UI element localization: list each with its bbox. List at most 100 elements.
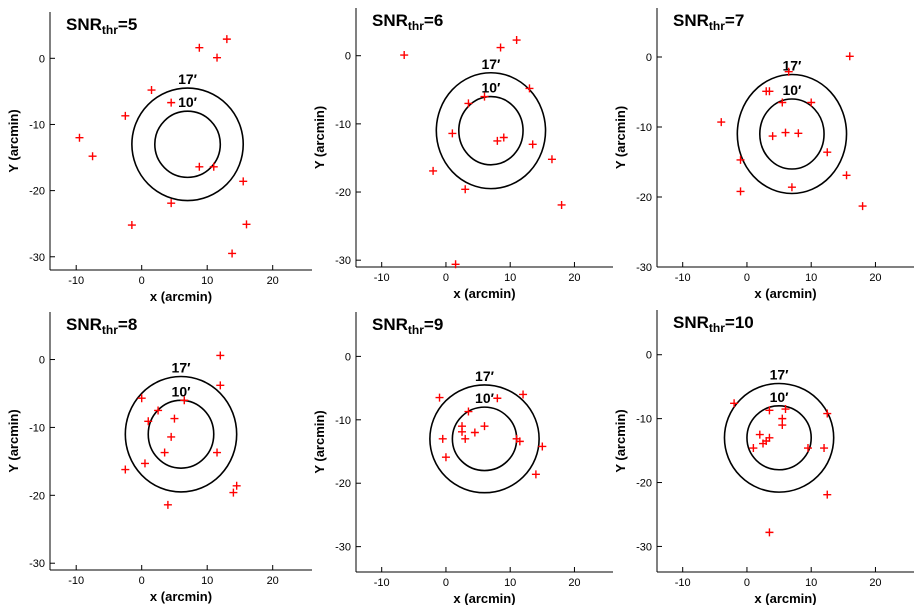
data-point [88,152,97,161]
data-point [448,129,457,138]
x-tick-label: -10 [68,575,84,587]
data-point [213,448,222,457]
circle-label: 10′ [475,390,495,406]
data-point [435,393,444,402]
data-point [121,111,130,120]
panel-title-subscript: thr [102,323,118,337]
data-point [75,133,84,142]
x-axis-label: x (arcmin) [453,286,515,301]
data-point [222,35,231,44]
y-tick-label: 0 [646,52,652,64]
data-point [480,92,489,101]
panel-title: SNRthr=7 [673,11,744,33]
y-tick-label: -10 [29,422,45,434]
data-point [195,162,204,171]
x-axis-label: x (arcmin) [754,286,816,301]
circle-label: 17′ [178,71,198,87]
x-axis-label: x (arcmin) [754,591,816,605]
x-tick-label: 0 [139,575,145,587]
data-point [823,148,832,157]
x-tick-label: -10 [675,272,691,284]
data-point [496,43,505,52]
data-point [209,162,218,171]
circle-label: 17′ [782,58,802,74]
data-point [755,430,764,439]
circle-label: 17′ [172,360,192,376]
data-point [170,414,179,423]
x-tick-label: 0 [139,275,145,287]
data-point [765,433,774,442]
data-point [167,98,176,107]
x-tick-label: 10 [201,575,213,587]
panel-title: SNRthr=10 [673,313,754,335]
data-point [519,390,528,399]
data-point [216,381,225,390]
x-tick-label: 20 [869,577,881,589]
data-point [232,481,241,490]
x-tick-label: 0 [744,272,750,284]
data-point [464,99,473,108]
data-point [461,185,470,194]
y-tick-label: -30 [29,558,45,570]
x-axis-label: x (arcmin) [150,289,212,304]
data-point [167,432,176,441]
panel-title-main: SNR [673,313,709,332]
data-point [480,422,489,431]
radius-circle [746,405,813,471]
data-point [842,171,851,180]
data-point [803,444,812,453]
x-tick-label: 10 [504,272,516,284]
data-point [765,406,774,415]
data-point [858,202,867,211]
y-tick-label: 0 [345,51,351,63]
data-point [538,442,547,451]
panel-title-subscript: thr [408,323,424,337]
x-tick-label: 10 [805,272,817,284]
data-point [400,51,409,60]
data-point [147,86,156,95]
data-point [515,437,524,446]
y-tick-label: -20 [29,490,45,502]
x-tick-label: 10 [805,577,817,589]
data-point [765,87,774,96]
data-point [499,133,508,142]
circle-label: 10′ [481,80,501,96]
scatter-panel: -10 0 10 20 0 -10 -20 -30 x (arcmin) Y (arcmin) 10… [312,8,613,301]
y-axis-label: Y (arcmin) [613,106,628,169]
y-axis-label: Y (arcmin) [312,410,327,473]
radius-circle [131,87,245,202]
panel-title-subscript: thr [709,321,725,335]
y-tick-label: -10 [636,414,652,426]
data-point [493,394,502,403]
data-point [429,166,438,175]
data-point [768,132,777,141]
data-point [557,200,566,209]
data-point [787,183,796,192]
data-point [154,406,163,415]
data-point [137,394,146,403]
x-tick-label: -10 [68,275,84,287]
panel-title-value: =9 [424,315,443,334]
panel-title-value: =5 [118,15,137,34]
panel-title-main: SNR [372,11,408,30]
scatter-panel: -10 0 10 20 0 -10 -20 -30 x (arcmin) Y (arcmin) 10… [613,8,914,301]
panel-title-main: SNR [66,315,102,334]
y-tick-label: 0 [345,351,351,363]
panel-title-value: =10 [725,313,754,332]
circle-label: 10′ [172,383,192,399]
data-point [461,434,470,443]
data-point [438,434,447,443]
panel-title: SNRthr=8 [66,315,137,337]
x-tick-label: 0 [443,272,449,284]
data-point [163,500,172,509]
data-point [528,140,537,149]
x-tick-label: 20 [568,272,580,284]
data-point [730,399,739,408]
y-tick-label: -10 [29,119,45,131]
data-point [144,417,153,426]
data-point [823,409,832,418]
data-point [458,427,467,436]
data-point [547,155,556,164]
data-point [160,448,169,457]
data-point [512,36,521,45]
